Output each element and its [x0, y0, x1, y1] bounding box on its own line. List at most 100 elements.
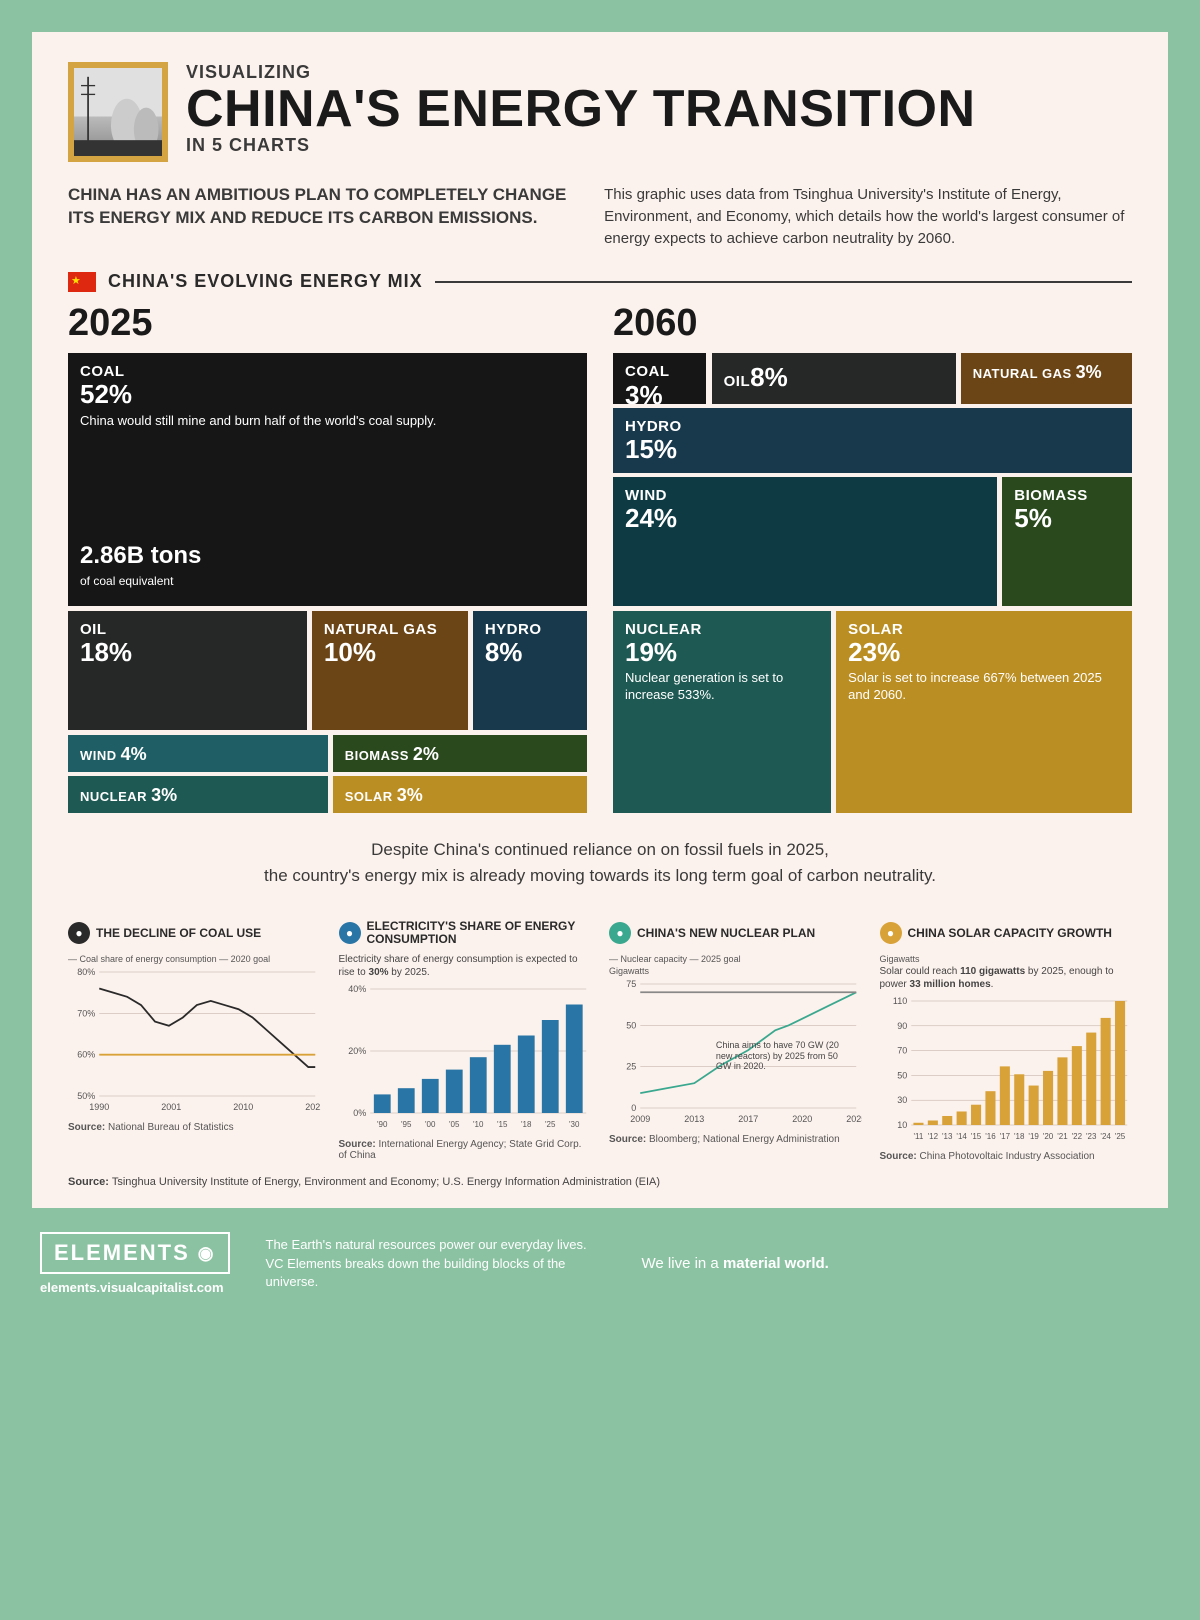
tile-coal: COAL52%China would still mine and burn h… — [68, 353, 587, 606]
svg-text:'90: '90 — [377, 1120, 388, 1129]
page-title: CHINA'S ENERGY TRANSITION — [186, 83, 976, 135]
intro-left: CHINA HAS AN AMBITIOUS PLAN TO COMPLETEL… — [68, 184, 568, 249]
svg-text:2010: 2010 — [233, 1102, 253, 1112]
tile-biomass: BIOMASS2% — [333, 735, 587, 772]
intro: CHINA HAS AN AMBITIOUS PLAN TO COMPLETEL… — [68, 184, 1132, 249]
svg-text:0%: 0% — [353, 1108, 366, 1118]
china-flag-icon — [68, 272, 96, 292]
svg-text:0: 0 — [631, 1103, 636, 1113]
svg-text:'23: '23 — [1086, 1132, 1097, 1141]
svg-text:50: 50 — [626, 1021, 636, 1031]
svg-text:90: 90 — [897, 1021, 907, 1031]
tile-oil: OIL8% — [712, 353, 956, 404]
svg-text:'12: '12 — [927, 1132, 938, 1141]
mini-chart-0: ●THE DECLINE OF COAL USE— Coal share of … — [68, 916, 321, 1162]
footer-logo-wrap: ELEMENTS ◉ elements.visualcapitalist.com — [40, 1232, 230, 1295]
section-title: CHINA'S EVOLVING ENERGY MIX — [108, 271, 423, 292]
svg-text:2009: 2009 — [630, 1114, 650, 1124]
svg-text:40%: 40% — [348, 984, 366, 994]
tile-wind: WIND24% — [613, 477, 997, 606]
svg-text:'10: '10 — [473, 1120, 484, 1129]
footer-logo: ELEMENTS ◉ — [40, 1232, 230, 1274]
tile-nuclear: NUCLEAR3% — [68, 776, 328, 813]
transition-line1: Despite China's continued reliance on on… — [371, 840, 829, 859]
sheet: VISUALIZING CHINA'S ENERGY TRANSITION IN… — [32, 32, 1168, 1208]
svg-text:25: 25 — [626, 1062, 636, 1072]
svg-text:60%: 60% — [77, 1050, 95, 1060]
tile-hydro: HYDRO8% — [473, 611, 587, 731]
svg-text:2001: 2001 — [161, 1102, 181, 1112]
header-icon — [68, 62, 168, 162]
svg-text:'00: '00 — [425, 1120, 436, 1129]
tile-wind: WIND4% — [68, 735, 328, 772]
header-sub: IN 5 CHARTS — [186, 135, 976, 156]
svg-text:'19: '19 — [1028, 1132, 1039, 1141]
tile-gas: NATURAL GAS3% — [961, 353, 1132, 404]
mini-charts: ● THE DECLINE OF COAL USE — Coal share of … — [68, 916, 1132, 1162]
mini-icon: ● — [339, 922, 361, 944]
svg-text:'13: '13 — [942, 1132, 953, 1141]
mini-icon: ● — [880, 922, 902, 944]
transition-line2: the country's energy mix is already movi… — [264, 866, 936, 885]
footer-blurb: The Earth's natural resources power our … — [266, 1236, 606, 1291]
mini-title: ELECTRICITY'S SHARE OF ENERGY CONSUMPTIO… — [367, 920, 592, 946]
mini-source: Source: Bloomberg; National Energy Admin… — [609, 1134, 862, 1145]
svg-text:10: 10 — [897, 1120, 907, 1130]
svg-text:70: 70 — [897, 1046, 907, 1056]
header-text: VISUALIZING CHINA'S ENERGY TRANSITION IN… — [186, 62, 976, 156]
treemap-2060: 2060 COAL3%OIL8%NATURAL GAS3%HYDRO15%WIN… — [613, 302, 1132, 813]
tile-hydro: HYDRO15% — [613, 408, 1132, 472]
mini-chart-2: ●CHINA'S NEW NUCLEAR PLAN— Nuclear capac… — [609, 916, 862, 1162]
mini-chart-1: ● ELECTRICITY'S SHARE OF ENERGY CONSUMPTI… — [339, 916, 592, 1162]
footer-tag-pre: We live in a — [642, 1255, 723, 1272]
svg-text:'05: '05 — [449, 1120, 460, 1129]
tile-solar: SOLAR23%Solar is set to increase 667% be… — [836, 611, 1132, 813]
mini-source: Source: National Bureau of Statistics — [68, 1122, 321, 1133]
svg-text:70%: 70% — [77, 1009, 95, 1019]
svg-text:'11: '11 — [913, 1132, 923, 1141]
mini-svg: 0%20%40%'90'95'00'05'10'15'18'25'30 — [339, 983, 592, 1133]
main-source-text: Tsinghua University Institute of Energy,… — [112, 1176, 660, 1188]
treemap-grid: COAL52%China would still mine and burn h… — [68, 353, 587, 813]
mini-svg: 50%60%70%80%1990200120102021 — [68, 966, 321, 1116]
mini-source: Source: China Photovoltaic Industry Asso… — [880, 1151, 1133, 1162]
intro-right: This graphic uses data from Tsinghua Uni… — [604, 184, 1132, 249]
mini-legend: — Coal share of energy consumption — 202… — [68, 954, 321, 964]
tile-biomass: BIOMASS5% — [1002, 477, 1132, 606]
tile-coal: COAL3% — [613, 353, 706, 404]
svg-text:'20: '20 — [1042, 1132, 1053, 1141]
tile-gas: NATURAL GAS10% — [312, 611, 468, 731]
footer-url: elements.visualcapitalist.com — [40, 1280, 230, 1295]
treemap-grid: COAL3%OIL8%NATURAL GAS3%HYDRO15%WIND24%B… — [613, 353, 1132, 813]
mini-title: CHINA'S NEW NUCLEAR PLAN — [637, 927, 815, 940]
mini-caption: Solar could reach 110 gigawatts by 2025,… — [880, 966, 1133, 991]
svg-text:'14: '14 — [956, 1132, 967, 1141]
footer-logo-text: ELEMENTS — [54, 1240, 190, 1266]
svg-text:30: 30 — [897, 1095, 907, 1105]
footer: ELEMENTS ◉ elements.visualcapitalist.com… — [32, 1208, 1168, 1305]
mini-title: THE DECLINE OF COAL USE — [96, 927, 261, 940]
svg-text:'17: '17 — [999, 1132, 1010, 1141]
svg-text:50%: 50% — [77, 1091, 95, 1101]
svg-text:2020: 2020 — [792, 1114, 812, 1124]
mini-ylabel: Gigawatts — [880, 954, 1133, 964]
svg-text:75: 75 — [626, 979, 636, 989]
mini-ylabel: Gigawatts — [609, 966, 862, 976]
tile-solar: SOLAR3% — [333, 776, 587, 813]
mini-legend: — Nuclear capacity — 2025 goal — [609, 954, 862, 964]
treemaps: 2025 COAL52%China would still mine and b… — [68, 302, 1132, 813]
svg-text:1990: 1990 — [89, 1102, 109, 1112]
svg-text:'25: '25 — [545, 1120, 556, 1129]
svg-text:'25: '25 — [1114, 1132, 1125, 1141]
mini-svg: 025507520092013201720202025China aims to… — [609, 978, 862, 1128]
svg-text:'22: '22 — [1071, 1132, 1082, 1141]
mini-title: CHINA SOLAR CAPACITY GROWTH — [908, 927, 1112, 940]
footer-tag-bold: material world. — [723, 1255, 829, 1272]
svg-text:'18: '18 — [521, 1120, 532, 1129]
svg-text:'16: '16 — [985, 1132, 996, 1141]
svg-text:80%: 80% — [77, 967, 95, 977]
svg-text:20%: 20% — [348, 1046, 366, 1056]
svg-text:50: 50 — [897, 1071, 907, 1081]
section-rule — [435, 281, 1132, 283]
svg-text:'21: '21 — [1057, 1132, 1068, 1141]
